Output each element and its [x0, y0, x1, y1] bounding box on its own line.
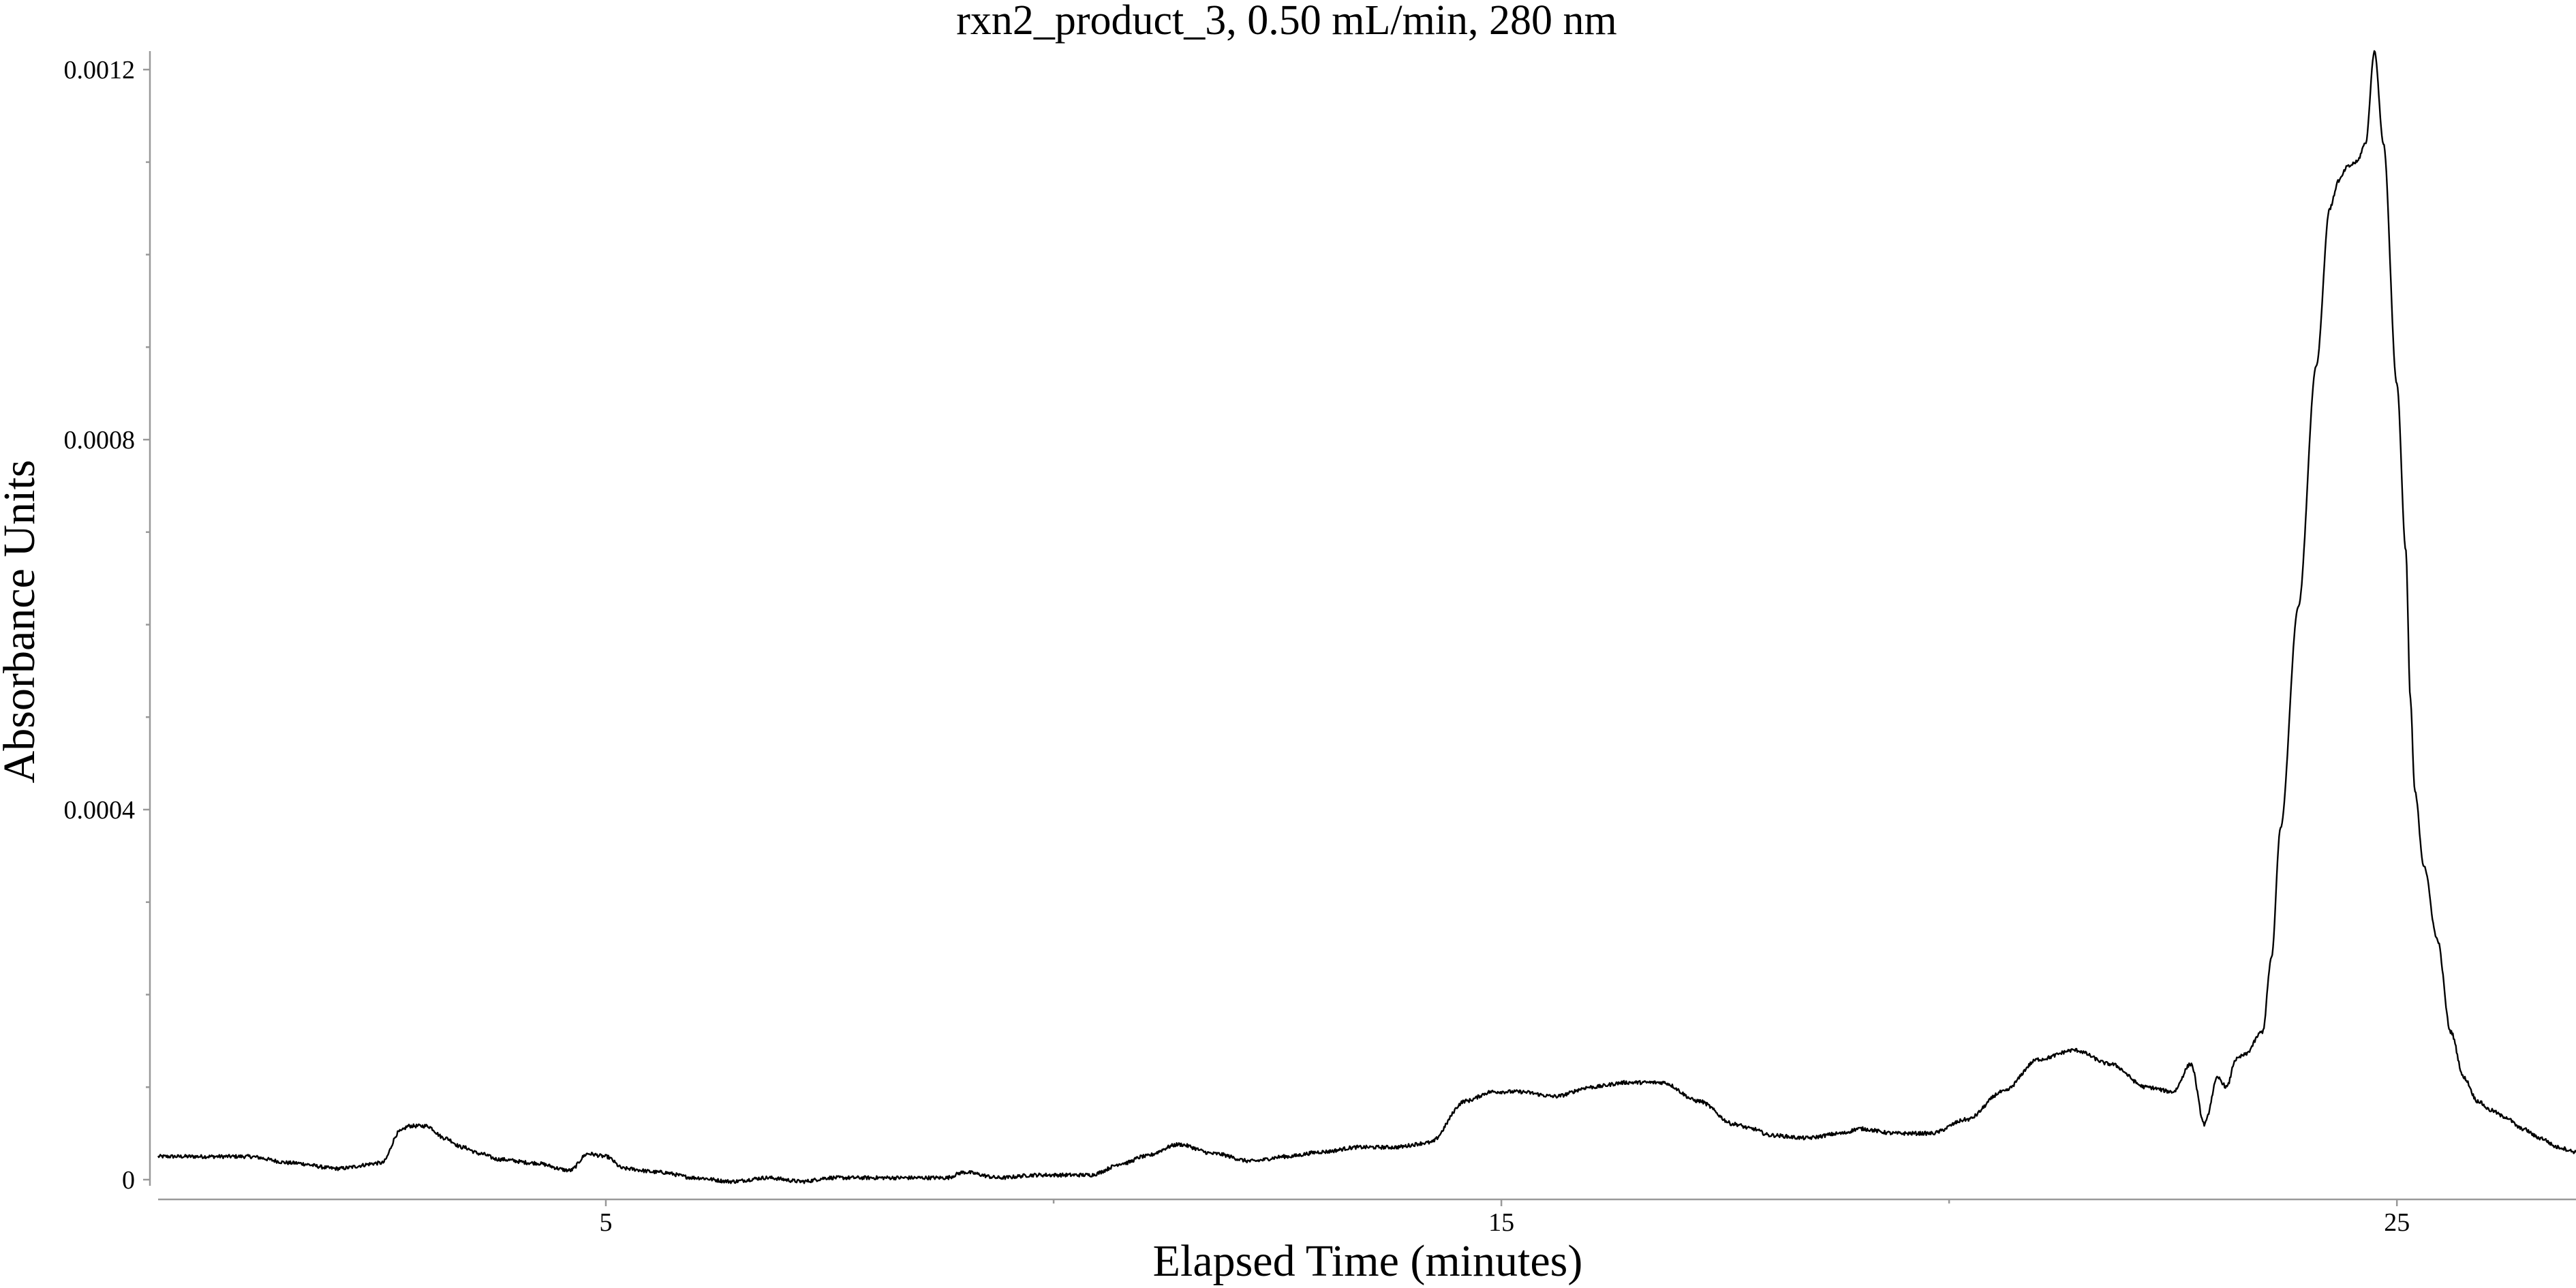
y-tick-label: 0: [122, 1166, 135, 1195]
x-ticks: 5 15 25: [600, 1199, 2410, 1237]
y-axis-label: Absorbance Units: [0, 460, 44, 784]
x-tick-label: 5: [600, 1208, 613, 1237]
y-ticks: 0 0.0004 0.0008 0.0012: [64, 56, 150, 1195]
plot-area: [157, 50, 2576, 1184]
absorbance-trace: [157, 50, 2576, 1184]
y-tick-label: 0.0004: [64, 796, 136, 825]
x-axis-label: Elapsed Time (minutes): [1153, 1236, 1583, 1286]
x-tick-label: 25: [2384, 1208, 2410, 1237]
chart-title: rxn2_product_3, 0.50 mL/min, 280 nm: [956, 0, 1617, 44]
y-tick-label: 0.0012: [64, 56, 136, 85]
y-tick-label: 0.0008: [64, 426, 136, 455]
x-tick-label: 15: [1488, 1208, 1514, 1237]
axes: [149, 51, 2576, 1201]
